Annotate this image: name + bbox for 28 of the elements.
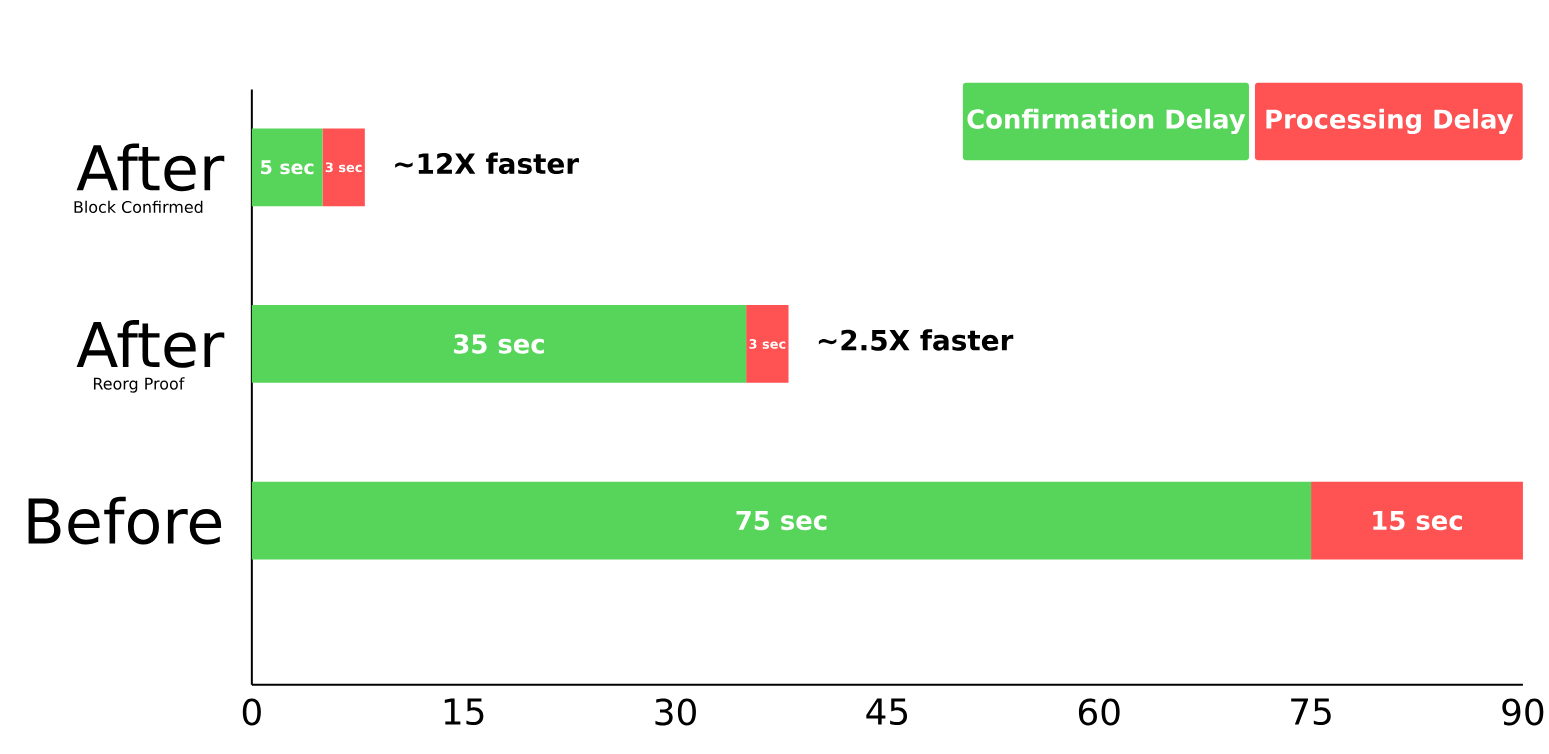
bar bbox=[251, 305, 747, 384]
x-tick-label: 0 bbox=[242, 698, 261, 726]
bar bbox=[251, 128, 323, 207]
x-tick-label: 75 bbox=[1291, 698, 1331, 726]
x-tick-label: 90 bbox=[1502, 698, 1544, 726]
bar bbox=[746, 305, 789, 384]
bar bbox=[251, 481, 1312, 560]
annotation: ~12X faster bbox=[395, 152, 579, 175]
data-label: 5 sec bbox=[261, 160, 314, 175]
text: Block Confirmed bbox=[74, 200, 203, 214]
text: Confirmation Delay bbox=[967, 109, 1246, 135]
x-tick-label: 30 bbox=[655, 698, 696, 726]
data-label: 3 sec bbox=[325, 162, 362, 173]
x-tick-label: 60 bbox=[1078, 698, 1120, 726]
data-label: 3 sec bbox=[749, 339, 786, 350]
data-label: 75 sec bbox=[736, 511, 827, 531]
y-tick-label: Before bbox=[28, 496, 222, 545]
y-tick-label: After bbox=[76, 320, 225, 369]
data-label: 35 sec bbox=[454, 334, 544, 354]
x-tick-label: 45 bbox=[866, 698, 908, 726]
text: Reorg Proof bbox=[93, 377, 185, 393]
text: Processing Delay bbox=[1266, 109, 1514, 135]
bar bbox=[1311, 481, 1523, 560]
bar bbox=[322, 128, 365, 207]
x-tick-label: 15 bbox=[444, 698, 484, 726]
annotation: ~2.5X faster bbox=[818, 329, 1014, 351]
y-tick-label: After bbox=[76, 143, 225, 192]
data-label: 15 sec bbox=[1373, 511, 1462, 531]
